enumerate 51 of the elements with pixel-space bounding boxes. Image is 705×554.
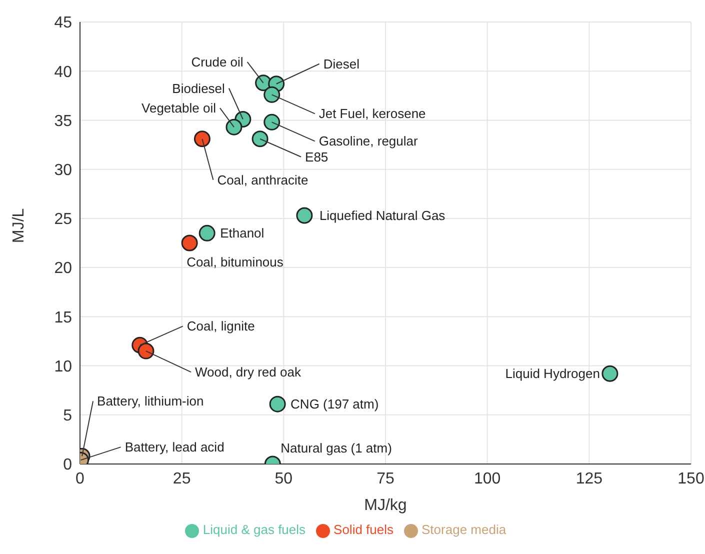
annotation: Diesel <box>323 56 360 72</box>
y-tick-label: 15 <box>54 309 72 326</box>
y-tick-label: 45 <box>54 14 72 32</box>
point <box>181 234 198 252</box>
x-axis-title: MJ/kg <box>364 497 407 514</box>
legend-label: Solid fuels <box>334 522 394 537</box>
point <box>194 130 210 148</box>
annotation: E85 <box>305 149 328 164</box>
point <box>296 207 313 224</box>
annotation: Vegetable oil <box>142 100 216 116</box>
legend-label: Storage media <box>422 522 506 537</box>
x-tick-label: 100 <box>474 470 501 488</box>
annotation: Battery, lead acid <box>124 440 224 455</box>
x-tick-label: 125 <box>576 470 603 488</box>
annotation: Coal, lignite <box>186 318 255 334</box>
annotation: Coal, anthracite <box>217 172 308 188</box>
annotation: Battery, lithium-ion <box>97 394 204 409</box>
x-tick-label: 25 <box>172 470 191 488</box>
point <box>198 224 216 242</box>
y-tick-label: 30 <box>54 162 72 180</box>
point <box>138 342 154 360</box>
point <box>252 130 268 148</box>
x-tick-label: 50 <box>274 470 293 488</box>
point <box>269 396 286 412</box>
annotation: Wood, dry red oak <box>194 364 302 380</box>
annotation: Ethanol <box>220 226 264 241</box>
annotation: Biodiesel <box>172 80 226 96</box>
y-tick-label: 5 <box>63 408 72 425</box>
annotation: Gasoline, regular <box>318 134 419 149</box>
point <box>264 114 280 130</box>
annotation: Natural gas (1 atm) <box>280 440 392 456</box>
annotation: Coal, bituminous <box>186 254 284 270</box>
y-tick-label: 40 <box>54 64 72 81</box>
annotation: Crude oil <box>191 54 244 70</box>
point <box>226 118 242 136</box>
annotation: CNG (197 atm) <box>290 396 379 412</box>
x-tick-label: 0 <box>76 470 85 488</box>
y-tick-label: 20 <box>54 260 72 278</box>
point <box>264 86 280 103</box>
annotation: Jet Fuel, kerosene <box>318 106 426 122</box>
x-tick-label: 150 <box>678 470 704 488</box>
y-tick-label: 0 <box>63 456 72 474</box>
y-tick-label: 35 <box>54 112 72 130</box>
y-axis-title: MJ/L <box>10 208 28 243</box>
annotation: Liquefied Natural Gas <box>319 208 446 224</box>
y-tick-label: 25 <box>54 211 72 228</box>
annotation: Liquid Hydrogen <box>505 366 600 382</box>
point <box>602 365 618 382</box>
legend-label: Liquid & gas fuels <box>202 522 306 537</box>
y-tick-label: 10 <box>54 358 72 376</box>
x-tick-label: 75 <box>376 470 394 488</box>
